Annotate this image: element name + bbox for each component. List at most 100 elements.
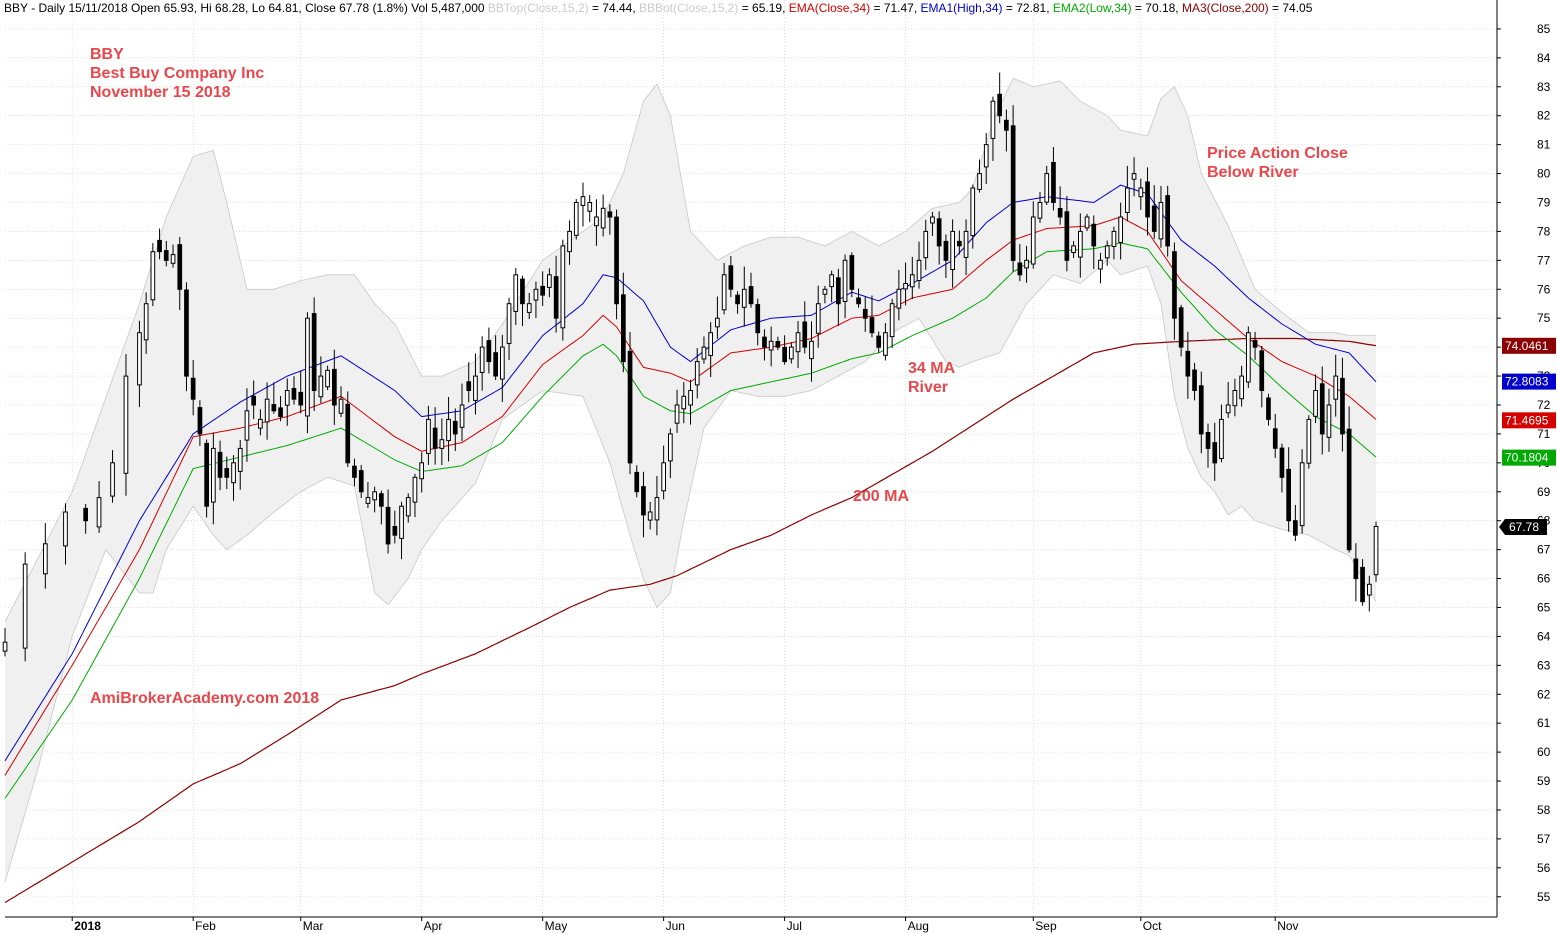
watermark: AmiBrokerAcademy.com 2018	[90, 690, 319, 707]
x-tick-label: May	[545, 919, 568, 933]
header-part: = 65.19,	[738, 1, 788, 15]
y-tick-label: 71	[1537, 427, 1551, 441]
candle-body	[493, 352, 498, 377]
candle-body	[83, 507, 89, 522]
candle-body	[513, 274, 519, 312]
candle-body	[573, 202, 579, 236]
header-part: = 74.05	[1269, 1, 1313, 15]
y-tick-label: 56	[1537, 861, 1551, 875]
candle-body	[889, 303, 895, 338]
candle-body	[1151, 205, 1157, 232]
candle-body	[1333, 375, 1339, 400]
candle-body	[896, 288, 902, 309]
candle-body	[446, 418, 451, 442]
candle-body	[909, 274, 915, 288]
y-axis: 5556575859606162636465666768697071727374…	[1496, 0, 1551, 917]
candle-body	[96, 497, 102, 528]
value-tag: 72.8083	[1502, 373, 1556, 390]
y-tick-label: 64	[1537, 629, 1551, 643]
header-part: MA3(Close,200)	[1182, 1, 1269, 15]
y-tick-label: 57	[1537, 832, 1551, 846]
candle-body	[332, 368, 337, 406]
candle-body	[762, 336, 767, 348]
candle-body	[957, 240, 962, 247]
candle-body	[560, 245, 566, 329]
candle-body	[1158, 202, 1164, 240]
y-tick-label: 81	[1537, 138, 1551, 152]
candle-body	[526, 303, 532, 313]
candle-body	[506, 303, 512, 344]
ma200-annotation: 200 MA	[853, 488, 909, 505]
candle-body	[358, 470, 364, 493]
candle-body	[110, 462, 115, 497]
x-tick-label: Jun	[666, 919, 685, 933]
candle-body	[641, 486, 646, 516]
candle-body	[251, 395, 257, 406]
y-tick-label: 76	[1537, 282, 1551, 296]
candle-body	[1057, 208, 1063, 218]
candle-body	[284, 390, 290, 406]
candle-body	[1313, 390, 1318, 417]
candle-body	[1373, 526, 1379, 576]
candle-body	[271, 404, 277, 412]
candle-body	[1017, 262, 1023, 276]
candle-body	[123, 375, 129, 474]
candle-body	[1319, 383, 1325, 435]
candle-body	[439, 439, 445, 449]
value-tag: 71.4695	[1502, 412, 1556, 429]
candle-body	[1232, 390, 1238, 407]
candle-body	[1125, 187, 1130, 213]
candle-body	[842, 259, 848, 302]
candle-body	[977, 173, 982, 190]
candle-body	[459, 404, 465, 428]
candle-body	[1111, 230, 1117, 247]
candle-body	[338, 398, 344, 414]
candle-body	[1198, 385, 1204, 435]
value-tag: 67.78	[1499, 519, 1547, 536]
candle-body	[170, 254, 176, 264]
candle-body	[184, 289, 189, 377]
bollinger-bottom-line	[4, 259, 1377, 883]
candle-body	[1078, 230, 1083, 258]
candle-body	[231, 462, 236, 484]
x-axis: 2018 Feb Mar Apr May Jun Jul Aug Sep Oct Nov	[5, 916, 1497, 933]
y-tick-label: 62	[1537, 687, 1551, 701]
candle-body	[553, 276, 559, 319]
candle-body	[869, 317, 875, 334]
candle-body	[802, 321, 808, 348]
candle-body	[1326, 404, 1332, 438]
candle-body	[1192, 369, 1197, 391]
y-tick-label: 80	[1537, 167, 1551, 181]
value-tag: 70.1804	[1502, 449, 1556, 466]
candle-body	[903, 283, 908, 290]
candle-body	[1266, 397, 1271, 420]
candle-body	[587, 202, 593, 212]
candlesticks	[2, 72, 1379, 662]
candle-body	[1071, 245, 1076, 253]
candle-body	[419, 462, 424, 480]
candle-body	[197, 407, 203, 435]
value-tag-label: 67.78	[1509, 520, 1539, 534]
candle-body	[856, 297, 861, 305]
y-tick-label: 85	[1537, 22, 1551, 36]
candle-body	[318, 375, 324, 398]
candle-body	[426, 418, 431, 454]
bollinger-band	[4, 77, 1377, 883]
price-action-annotation: Price Action Close Below River	[1207, 145, 1352, 181]
x-tick-label: Nov	[1277, 919, 1298, 933]
river-line-1: 34 MA	[908, 360, 956, 377]
candle-body	[486, 340, 492, 363]
candle-body	[997, 93, 1002, 117]
candle-body	[177, 244, 183, 290]
ma200-line	[4, 337, 1377, 904]
candle-body	[298, 391, 304, 406]
y-tick-label: 79	[1537, 195, 1551, 209]
price-action-line-2: Below River	[1207, 164, 1299, 181]
candle-body	[1037, 202, 1043, 219]
value-tag-box	[1502, 449, 1556, 466]
y-tick-label: 69	[1537, 485, 1551, 499]
candle-body	[748, 286, 754, 305]
candle-body	[163, 250, 169, 261]
candle-body	[311, 313, 317, 392]
candle-body	[540, 285, 545, 296]
